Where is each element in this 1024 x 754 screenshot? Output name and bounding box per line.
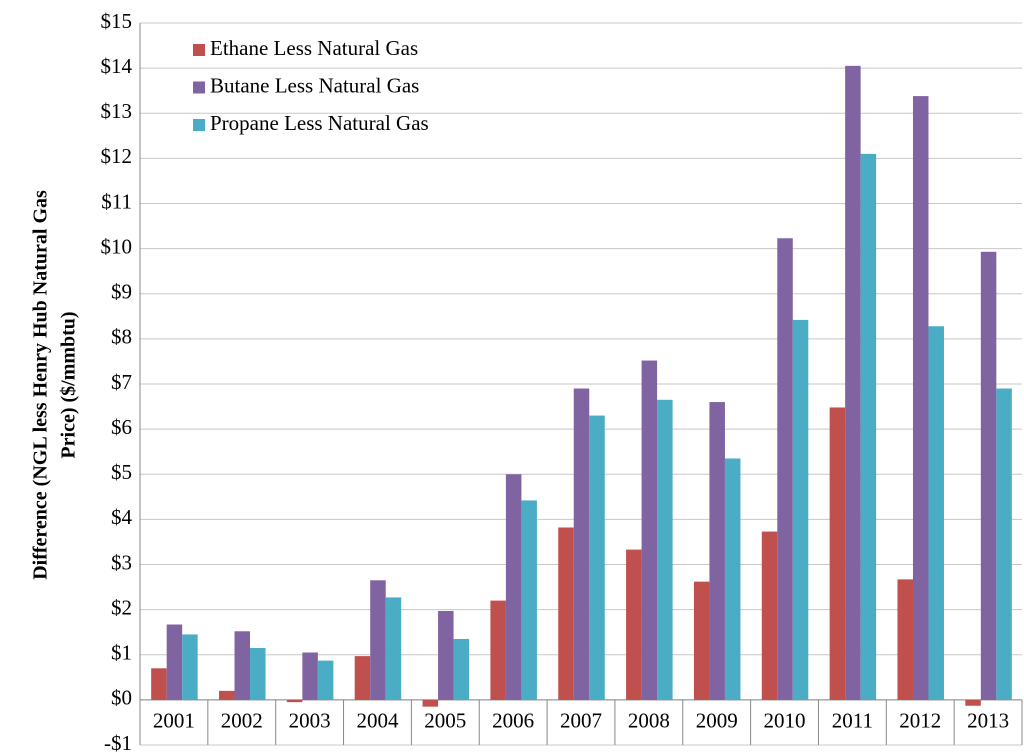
bar	[182, 634, 198, 700]
y-tick-label: $8	[111, 325, 132, 349]
bar	[761, 531, 778, 700]
bar	[792, 319, 809, 700]
y-tick-label: $4	[111, 505, 133, 529]
y-tick-label: $11	[101, 189, 132, 213]
bar	[928, 326, 944, 700]
legend-swatch	[193, 44, 205, 56]
bar	[965, 699, 981, 706]
y-tick-label: $9	[111, 280, 132, 304]
bar	[219, 690, 235, 700]
x-tick-label: 2001	[153, 708, 195, 732]
bar	[709, 402, 725, 700]
x-tick-label: 2013	[967, 708, 1009, 732]
y-tick-label: $6	[111, 415, 132, 439]
bar	[897, 579, 913, 700]
bar	[302, 652, 318, 700]
x-tick-label: 2003	[289, 708, 331, 732]
bar	[286, 699, 303, 703]
y-tick-label: $15	[101, 9, 133, 33]
bar	[354, 656, 371, 700]
bar	[912, 96, 929, 700]
y-tick-label: $5	[111, 460, 132, 484]
x-tick-label: 2004	[356, 708, 399, 732]
x-tick-label: 2002	[221, 708, 263, 732]
legend-label: Butane Less Natural Gas	[210, 73, 419, 97]
y-tick-label: $3	[111, 550, 132, 574]
bar	[845, 65, 861, 700]
bar	[657, 399, 673, 700]
x-tick-label: 2005	[424, 708, 466, 732]
bar	[438, 610, 454, 700]
bar	[724, 458, 741, 700]
legend-label: Ethane Less Natural Gas	[210, 36, 418, 60]
legend-swatch	[193, 119, 205, 131]
bar	[641, 360, 658, 700]
y-tick-label: $14	[101, 54, 133, 78]
bar	[385, 597, 402, 700]
bar	[250, 647, 266, 700]
bar	[490, 600, 506, 700]
x-tick-label: 2012	[899, 708, 941, 732]
x-tick-label: 2011	[832, 708, 873, 732]
y-axis-title: Difference (NGL less Henry Hub Natural G…	[30, 190, 80, 580]
legend-label: Propane Less Natural Gas	[210, 111, 429, 135]
bar	[829, 407, 846, 700]
x-tick-label: 2008	[628, 708, 670, 732]
bar	[573, 388, 590, 700]
y-tick-label: $7	[111, 370, 132, 394]
bar	[370, 580, 386, 700]
bar	[693, 581, 710, 700]
y-label-line: Price) ($/mmbtu)	[58, 311, 80, 458]
bar	[558, 527, 574, 700]
bar	[777, 238, 793, 700]
bar	[626, 549, 642, 700]
y-tick-label: $0	[111, 686, 132, 710]
x-tick-label: 2006	[492, 708, 534, 732]
bar	[317, 660, 334, 700]
bar	[234, 631, 251, 700]
bar	[521, 500, 537, 700]
y-tick-label: -$1	[104, 731, 132, 754]
bar	[151, 668, 167, 700]
x-tick-label: 2010	[764, 708, 806, 732]
y-tick-label: $10	[101, 234, 133, 258]
y-tick-label: $13	[101, 99, 133, 123]
y-label-line: Difference (NGL less Henry Hub Natural G…	[30, 190, 52, 580]
bar	[166, 624, 183, 700]
bar	[996, 388, 1012, 700]
bar	[453, 638, 470, 700]
x-tick-label: 2009	[696, 708, 738, 732]
bar	[505, 474, 522, 700]
bar	[589, 415, 605, 700]
x-tick-label: 2007	[560, 708, 602, 732]
bar	[980, 251, 997, 700]
y-tick-label: $1	[111, 641, 132, 665]
bar	[422, 699, 439, 707]
bar	[860, 153, 877, 700]
legend-swatch	[193, 81, 205, 94]
y-tick-label: $12	[101, 144, 133, 168]
y-tick-label: $2	[111, 595, 132, 619]
